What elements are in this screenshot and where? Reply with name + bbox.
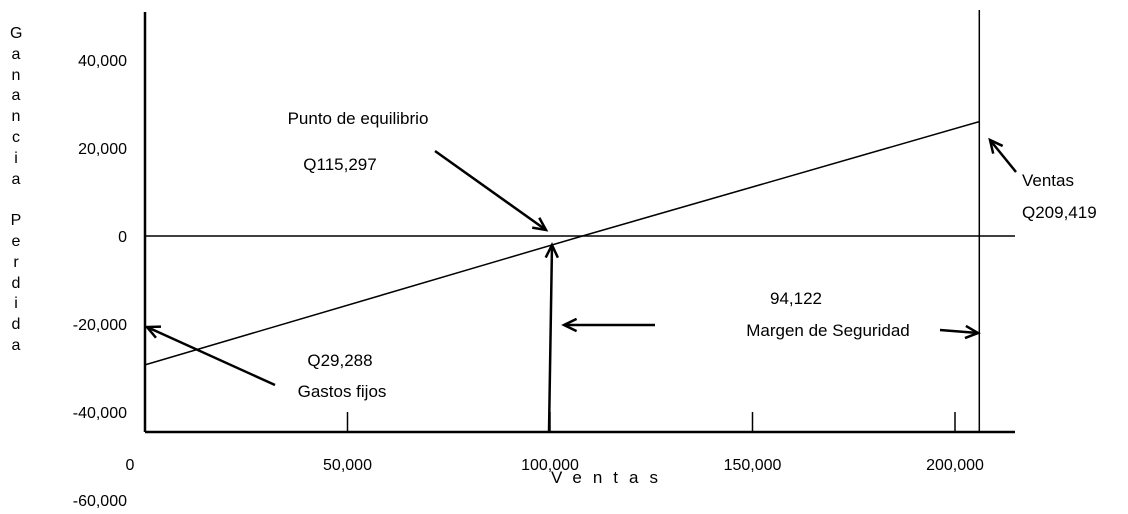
breakeven-arrow [434,149,549,232]
y-tick-label: 40,000 [78,53,127,70]
breakeven-title: Punto de equilibrio [288,109,429,128]
y-tick-label: -60,000 [73,493,127,510]
x-tick-label: 0 [126,457,135,474]
y-tick-label: 0 [118,229,127,246]
fixed-costs-value: Q29,288 [307,351,372,370]
sales-arrow [988,137,1017,173]
profit-line [144,120,980,366]
margin-value: 94,122 [770,289,822,308]
y-tick-label: 20,000 [78,141,127,158]
fixed-costs-title: Gastos fijos [298,382,387,401]
sales-value: Q209,419 [1022,203,1097,222]
y-tick-label: -40,000 [73,405,127,422]
breakeven-value: Q115,297 [303,155,376,174]
margin-title: Margen de Seguridad [746,321,910,340]
sales-title: Ventas [1022,171,1074,190]
breakeven-vertical-arrow [544,242,560,433]
x-tick-label: 50,000 [323,457,372,474]
x-axis-title: Ventas [551,468,669,487]
fixed-costs-arrow [144,325,276,387]
x-tick-label: 200,000 [926,457,984,474]
margin-right-arrow [939,324,981,340]
y-tick-label: -20,000 [73,317,127,334]
margin-left-arrow [561,317,655,333]
x-tick-label: 150,000 [724,457,782,474]
x-tick-label: 100,000 [521,457,579,474]
